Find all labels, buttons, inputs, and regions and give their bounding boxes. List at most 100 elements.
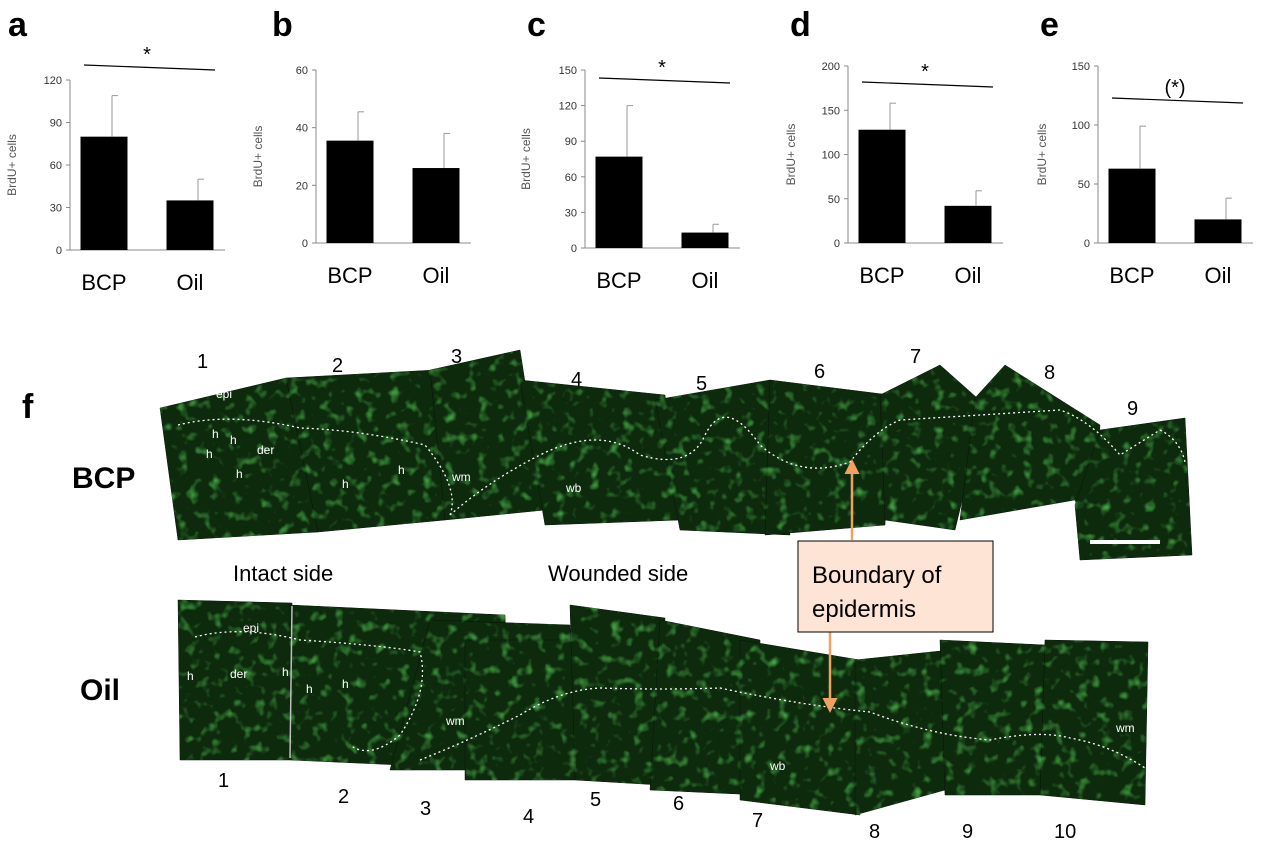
bcp-tile-7 (880, 365, 985, 530)
oil-tiles-signal (178, 600, 1148, 815)
bar-bcp (595, 156, 643, 248)
oil-tile-7 (740, 640, 860, 815)
bcp-label-wm: wm (451, 470, 471, 484)
panel-letter-b: b (272, 6, 293, 44)
y-tick-label: 0 (1084, 238, 1090, 250)
bar-oil (944, 205, 992, 243)
y-axis-label: BrdU+ cells (784, 124, 798, 186)
bcp-tile-6 (765, 380, 890, 535)
bar-bcp (1108, 168, 1156, 243)
y-tick-label: 90 (50, 118, 62, 130)
bcp-label-h: h (206, 447, 213, 461)
oil-tile-8 (855, 650, 950, 815)
intact-side-label: Intact side (233, 561, 333, 586)
y-tick-label: 100 (822, 150, 840, 162)
oil-section-number: 4 (523, 806, 534, 828)
bcp-tile-5 (655, 380, 790, 535)
y-axis-label: BrdU+ cells (1035, 124, 1049, 186)
chart-d: 0 50 100 150 200 BrdU+ cells BCP Oil * (784, 61, 1003, 288)
bcp-section-number: 8 (1044, 362, 1055, 384)
significance-bar (1111, 97, 1244, 104)
y-tick-label: 120 (559, 101, 577, 113)
oil-tile-10 (1040, 640, 1148, 805)
y-axis-label: BrdU+ cells (519, 128, 533, 190)
bcp-label-der: der (257, 443, 274, 457)
oil-epidermis-boundary (194, 631, 1146, 769)
y-tick-label: 90 (565, 136, 577, 148)
panel-letter-c: c (527, 6, 546, 44)
oil-section-number: 7 (752, 810, 763, 832)
oil-label-h: h (187, 669, 194, 683)
significance-marker: (*) (1164, 77, 1185, 99)
y-tick-label: 50 (1078, 179, 1090, 191)
y-tick-label: 0 (56, 245, 62, 257)
y-tick-label: 30 (50, 203, 62, 215)
y-tick-label: 0 (834, 238, 840, 250)
wounded-side-label: Wounded side (548, 561, 688, 586)
bcp-tile-1 (160, 378, 318, 540)
bcp-tile-3 (430, 350, 545, 520)
category-label: BCP (859, 263, 904, 288)
bar-bcp (858, 129, 906, 243)
bar-oil (166, 200, 214, 250)
oil-section-number: 9 (962, 821, 973, 843)
y-axis-label: BrdU+ cells (5, 134, 19, 196)
bcp-section-number: 4 (571, 369, 582, 391)
bar-oil (412, 168, 460, 243)
chart-b: 0 20 40 60 BrdU+ cells BCP Oil (251, 65, 471, 288)
significance-bar (83, 64, 216, 71)
category-label: Oil (177, 270, 204, 295)
y-tick-label: 0 (571, 243, 577, 255)
bcp-section-number: 2 (332, 355, 343, 377)
oil-label-wb: wb (769, 759, 786, 773)
micrograph-panel: Boundary of epidermis BCP Oil Intact sid… (72, 346, 1193, 843)
oil-label-wm: wm (445, 714, 465, 728)
callout-box (797, 540, 994, 633)
category-label: Oil (423, 263, 450, 288)
callout-line-1: Boundary of (812, 562, 942, 589)
row-label-bcp: BCP (72, 462, 135, 495)
oil-section-number: 10 (1054, 821, 1076, 843)
y-tick-label: 150 (559, 65, 577, 77)
oil-section-number: 2 (338, 786, 349, 808)
oil-label-wm: wm (1115, 721, 1135, 735)
y-axis-label: BrdU+ cells (251, 126, 265, 188)
oil-section-number: 3 (420, 798, 431, 820)
bcp-tile-8 (960, 365, 1100, 545)
panel-letter-f: f (22, 388, 34, 426)
category-label: BCP (1109, 263, 1154, 288)
y-tick-label: 50 (828, 194, 840, 206)
category-label: Oil (955, 263, 982, 288)
bcp-section-number: 1 (197, 351, 208, 373)
bar-bcp (326, 140, 374, 243)
bcp-label-epi: epi (216, 387, 232, 401)
category-label: BCP (327, 263, 372, 288)
oil-section-number: 5 (590, 789, 601, 811)
bcp-tiles-signal (160, 350, 1192, 560)
bcp-tile-4 (520, 380, 680, 525)
significance-marker: * (143, 44, 151, 66)
bcp-section-number: 5 (696, 373, 707, 395)
chart-c: 0 30 60 90 120 150 BrdU+ cells BCP Oil * (519, 57, 740, 293)
oil-label-h: h (282, 665, 289, 679)
category-label: BCP (596, 268, 641, 293)
category-label: Oil (692, 268, 719, 293)
bcp-section-number: 7 (910, 346, 921, 368)
oil-label-epi: epi (243, 621, 259, 635)
bcp-section-number: 3 (451, 346, 462, 368)
bcp-label-h: h (236, 467, 243, 481)
oil-label-der: der (230, 667, 247, 681)
oil-tile-seam (289, 605, 293, 759)
y-tick-label: 100 (1072, 120, 1090, 132)
oil-tile-4 (465, 640, 575, 780)
significance-bar (861, 81, 994, 88)
oil-section-number: 6 (673, 793, 684, 815)
significance-marker: * (921, 61, 929, 83)
bcp-epidermis-boundary (177, 409, 1186, 516)
bcp-section-number: 6 (814, 361, 825, 383)
category-label: Oil (1205, 263, 1232, 288)
category-label: BCP (81, 270, 126, 295)
bcp-label-wb: wb (565, 481, 582, 495)
